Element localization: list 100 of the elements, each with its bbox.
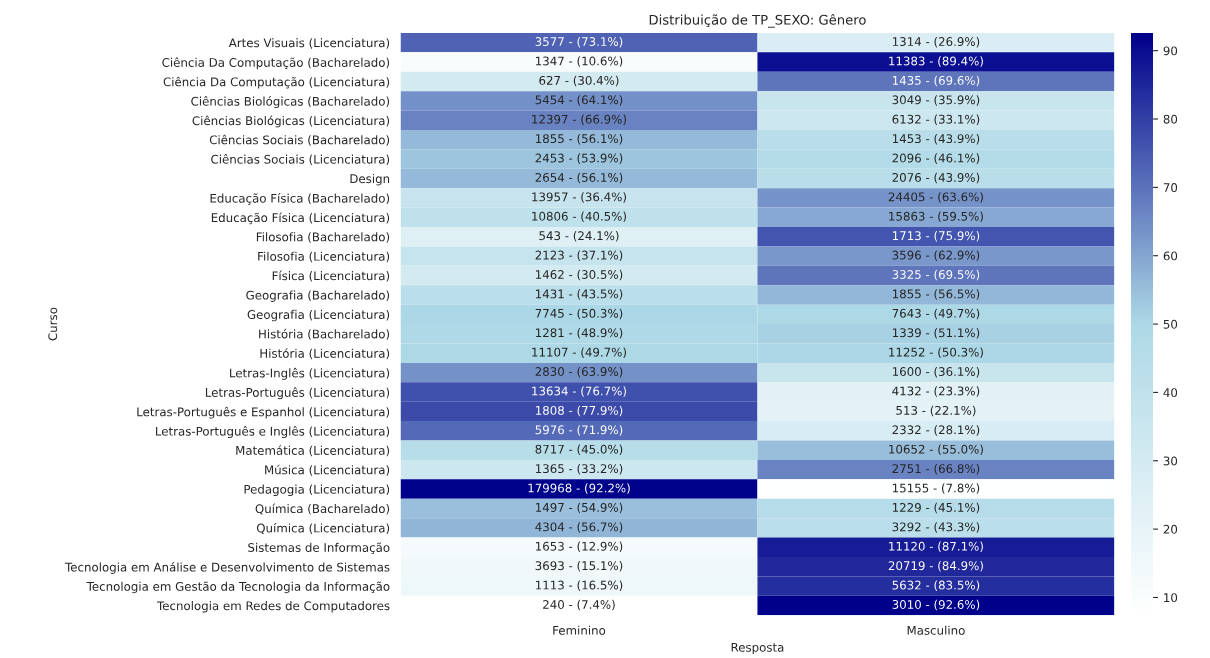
y-tick-label: Música (Licenciatura) bbox=[265, 464, 390, 476]
color-bar-label: 60 bbox=[1163, 251, 1178, 261]
y-tick-label: Ciência Da Computação (Licenciatura) bbox=[163, 76, 390, 89]
data-label: 2123 - (37.1%) bbox=[535, 250, 623, 261]
data-label: 1808 - (77.9%) bbox=[536, 405, 623, 417]
data-label: 1365 - (33.2%) bbox=[536, 463, 623, 475]
data-label: 1281 - (48.9%) bbox=[536, 328, 623, 339]
data-label: 179968 - (92.2%) bbox=[528, 483, 630, 494]
y-tick-label: Ciências Biológicas (Bacharelado) bbox=[191, 96, 390, 109]
data-label: 1435 - (69.6%) bbox=[892, 75, 980, 87]
x-tick-label: Feminino bbox=[553, 625, 606, 635]
data-label: 11120 - (87.1%) bbox=[889, 541, 983, 553]
color-bar-label: 70 bbox=[1163, 183, 1178, 193]
data-label: 1713 - (75.9%) bbox=[892, 231, 980, 242]
data-label: 1653 - (12.9%) bbox=[536, 541, 623, 553]
y-tick-label: Letras-Inglês (Licenciatura) bbox=[230, 367, 390, 380]
y-axis-title: Curso bbox=[48, 307, 58, 341]
data-label: 7643 - (49.7%) bbox=[892, 308, 980, 320]
data-label: 11107 - (49.7%) bbox=[532, 347, 626, 358]
data-label: 7745 - (50.3%) bbox=[535, 308, 623, 320]
data-label: 1462 - (30.5%) bbox=[536, 269, 623, 281]
y-tick-label: Física (Licenciatura) bbox=[272, 270, 390, 282]
y-tick-label: Letras-Português (Licenciatura) bbox=[205, 387, 390, 400]
y-tick-label: Ciências Sociais (Bacharelado) bbox=[209, 134, 390, 146]
y-tick-label: Tecnologia em Análise e Desenvolvimento de Sistemas bbox=[65, 561, 390, 574]
data-label: 1229 - (45.1%) bbox=[892, 502, 980, 514]
color-bar-label: 40 bbox=[1163, 388, 1178, 398]
y-tick-label: Química (Bacharelado) bbox=[255, 503, 390, 515]
y-tick-label: Letras-Português e Espanhol (Licenciatura) bbox=[137, 406, 390, 419]
data-label: 1497 - (54.9%) bbox=[536, 502, 623, 514]
color-bar-label: 90 bbox=[1163, 46, 1178, 56]
y-tick-label: História (Bacharelado) bbox=[259, 328, 390, 340]
data-label: 15863 - (59.5%) bbox=[889, 211, 983, 223]
data-label: 3049 - (35.9%) bbox=[892, 95, 980, 106]
data-label: 627 - (30.4%) bbox=[539, 75, 619, 87]
data-label: 1113 - (16.5%) bbox=[536, 580, 623, 591]
data-label: 13634 - (76.7%) bbox=[532, 386, 626, 397]
data-label: 3010 - (92.6%) bbox=[892, 599, 980, 611]
data-label: 2332 - (28.1%) bbox=[892, 425, 980, 436]
color-bar-label: 30 bbox=[1163, 456, 1178, 466]
data-label: 2076 - (43.9%) bbox=[892, 172, 980, 184]
y-tick-label: Educação Física (Bacharelado) bbox=[210, 193, 390, 205]
y-tick-label: Geografia (Bacharelado) bbox=[246, 290, 390, 302]
x-axis-title: Resposta bbox=[731, 642, 784, 655]
data-label: 240 - (7.4%) bbox=[543, 599, 615, 611]
data-label: 2654 - (56.1%) bbox=[535, 172, 623, 184]
y-tick-label: Geografia (Licenciatura) bbox=[247, 309, 390, 322]
data-label: 2830 - (63.9%) bbox=[535, 366, 623, 378]
chart-title: Distribuição de TP_SEXO: Gênero bbox=[649, 14, 866, 28]
y-tick-label: Filosofia (Licenciatura) bbox=[258, 251, 390, 263]
data-label: 10652 - (55.0%) bbox=[889, 444, 983, 456]
y-tick-label: Artes Visuais (Licenciatura) bbox=[228, 38, 390, 49]
data-label: 543 - (24.1%) bbox=[539, 231, 619, 242]
data-label: 11383 - (89.4%) bbox=[889, 56, 983, 67]
data-label: 1855 - (56.5%) bbox=[892, 289, 980, 300]
data-label: 24405 - (63.6%) bbox=[888, 192, 983, 203]
data-label: 1347 - (10.6%) bbox=[536, 56, 623, 67]
data-label: 12397 - (66.9%) bbox=[532, 114, 626, 126]
data-label: 3325 - (69.5%) bbox=[892, 269, 980, 281]
y-tick-label: Filosofia (Bacharelado) bbox=[256, 232, 390, 243]
y-tick-label: Ciências Sociais (Licenciatura) bbox=[211, 154, 390, 166]
data-label: 1431 - (43.5%) bbox=[536, 289, 623, 300]
data-label: 1339 - (51.1%) bbox=[892, 328, 980, 339]
data-label: 3292 - (43.3%) bbox=[892, 522, 980, 533]
data-label: 5976 - (71.9%) bbox=[535, 425, 623, 436]
x-tick-label: Masculino bbox=[907, 625, 965, 635]
y-tick-label: Ciência Da Computação (Bacharelado) bbox=[162, 57, 390, 70]
data-label: 4304 - (56.7%) bbox=[535, 522, 623, 533]
data-label: 4132 - (23.3%) bbox=[892, 386, 980, 397]
data-label: 5632 - (83.5%) bbox=[892, 580, 980, 591]
y-tick-label: Tecnologia em Gestão da Tecnologia da Informação bbox=[86, 581, 390, 594]
data-label: 11252 - (50.3%) bbox=[889, 347, 983, 358]
data-label: 8717 - (45.0%) bbox=[535, 444, 623, 456]
y-tick-label: Pedagogia (Licenciatura) bbox=[244, 484, 390, 496]
data-label: 5454 - (64.1%) bbox=[535, 95, 623, 106]
y-tick-label: Ciências Biológicas (Licenciatura) bbox=[192, 115, 390, 128]
data-label: 13957 - (36.4%) bbox=[532, 192, 626, 203]
data-label: 6132 - (33.1%) bbox=[892, 114, 980, 126]
color-bar-label: 50 bbox=[1163, 319, 1178, 329]
data-label: 10806 - (40.5%) bbox=[532, 211, 626, 223]
y-tick-label: Educação Física (Licenciatura) bbox=[211, 212, 390, 225]
data-label: 3596 - (62.9%) bbox=[892, 250, 980, 261]
data-label: 3577 - (73.1%) bbox=[535, 36, 623, 48]
y-tick-label: Letras-Português e Inglês (Licenciatura) bbox=[156, 426, 390, 438]
y-tick-label: Química (Licenciatura) bbox=[256, 522, 390, 534]
y-tick-label: Design bbox=[350, 174, 390, 186]
y-tick-label: História (Licenciatura) bbox=[260, 348, 390, 360]
data-label: 513 - (22.1%) bbox=[896, 405, 976, 417]
data-label: 2096 - (46.1%) bbox=[892, 153, 980, 164]
data-label: 1600 - (36.1%) bbox=[892, 366, 980, 378]
data-label: 3693 - (15.1%) bbox=[535, 561, 623, 572]
data-label: 2453 - (53.9%) bbox=[535, 153, 623, 164]
y-tick-label: Matemática (Licenciatura) bbox=[236, 445, 390, 457]
color-bar-label: 10 bbox=[1164, 593, 1178, 603]
data-label: 1314 - (26.9%) bbox=[892, 36, 980, 48]
color-bar-label: 20 bbox=[1163, 524, 1178, 534]
data-label: 1453 - (43.9%) bbox=[892, 133, 980, 145]
data-label: 20719 - (84.9%) bbox=[888, 561, 983, 572]
y-tick-label: Sistemas de Informação bbox=[248, 542, 390, 555]
data-label: 15155 - (7.8%) bbox=[892, 483, 980, 494]
